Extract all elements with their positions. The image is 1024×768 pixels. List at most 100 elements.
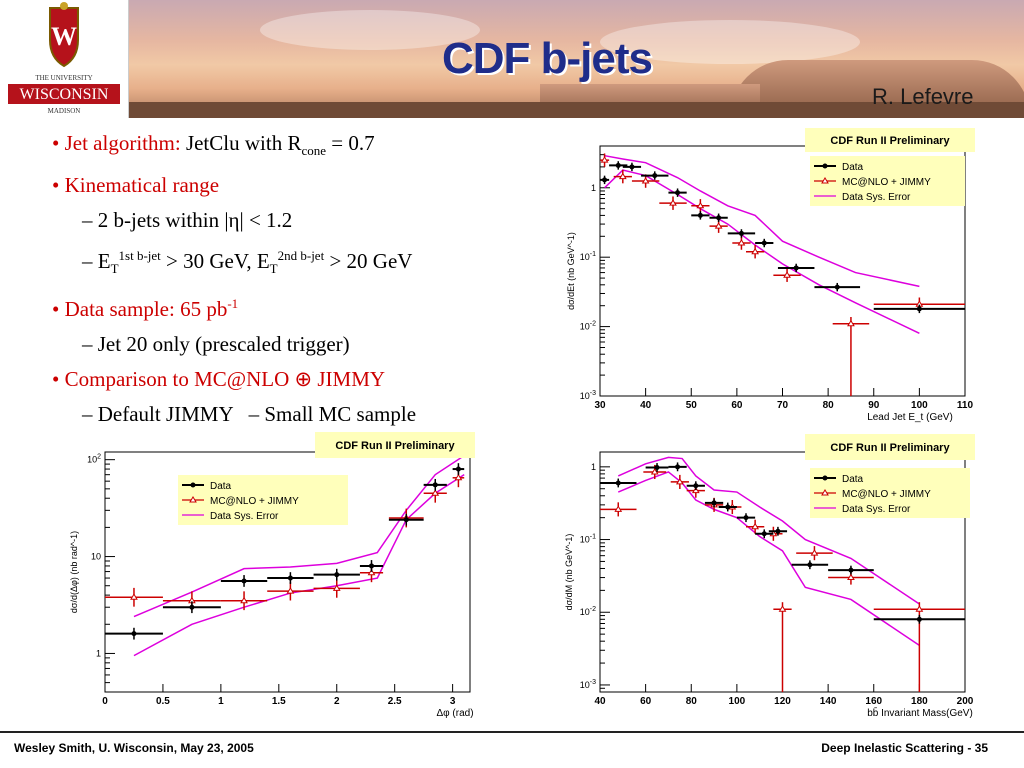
logo-line3: MADISON — [48, 107, 81, 115]
y-tick-exp: -3 — [590, 679, 596, 686]
mc-marker — [240, 596, 248, 604]
mc-marker — [618, 172, 627, 180]
bullet-list: • Jet algorithm: JetClu with Rcone = 0.7… — [52, 126, 532, 432]
preliminary-box — [315, 432, 475, 458]
mc-point — [670, 474, 689, 489]
mc-point — [600, 502, 637, 517]
mc-point — [105, 587, 163, 607]
data-point — [755, 529, 774, 539]
preliminary-box — [805, 128, 975, 152]
y-tick-label: 10-1 — [580, 251, 596, 262]
mc-marker — [810, 549, 819, 556]
footer-talk-page: Deep Inelastic Scattering - 35 — [821, 741, 988, 755]
bullet-jet-algorithm: • Jet algorithm: JetClu with Rcone = 0.7 — [52, 131, 375, 159]
x-tick-label: 140 — [820, 696, 837, 707]
mc-marker — [751, 247, 760, 255]
sys-error-upper — [133, 455, 465, 618]
legend-sys-label: Data Sys. Error — [842, 504, 911, 515]
data-marker — [369, 563, 375, 569]
data-point — [423, 478, 447, 491]
y-tick-label: 10-3 — [580, 679, 596, 690]
data-marker — [793, 265, 799, 271]
x-tick-label: 60 — [640, 696, 652, 707]
data-point — [691, 211, 710, 220]
sub-bullet-trigger: – Jet 20 only (prescaled trigger) — [82, 332, 350, 357]
mc-marker — [286, 587, 295, 594]
sys-error-lower — [617, 471, 920, 647]
data-point — [709, 213, 728, 222]
x-tick-label: 110 — [957, 400, 974, 411]
data-marker — [615, 480, 621, 486]
x-tick-label: 120 — [774, 696, 791, 707]
x-tick-label: 0.5 — [156, 696, 170, 707]
data-point — [267, 572, 314, 584]
x-tick-label: 0 — [102, 696, 108, 707]
chart-lead-jet-et: 30 40 50 60 70 80 90 100 110 1 10-1 10-2 10-3 Lead Je… — [566, 128, 975, 423]
y-tick-exp: -1 — [590, 251, 596, 258]
data-point — [736, 513, 756, 523]
data-point — [668, 462, 687, 472]
data-point — [668, 188, 687, 197]
mc-marker — [696, 201, 705, 209]
x-tick-label: 90 — [868, 400, 880, 411]
mc-point — [746, 244, 765, 259]
crest-letter: W — [51, 22, 77, 51]
mc-marker — [669, 199, 677, 206]
mc-marker — [691, 486, 700, 494]
data-point — [828, 565, 874, 575]
y-tick-label: 10-1 — [580, 534, 596, 545]
data-point — [220, 575, 268, 587]
footer-divider — [0, 731, 1024, 733]
y-tick-label: 102 — [87, 454, 101, 465]
mc-point — [313, 578, 360, 598]
legend-data-marker — [822, 163, 828, 169]
data-marker — [848, 567, 854, 573]
data-point — [755, 238, 774, 248]
footer-author-date: Wesley Smith, U. Wisconsin, May 23, 2005 — [14, 741, 254, 755]
y-axis-label: dσ/dEt (nb GeV^-1) — [566, 232, 576, 310]
data-marker — [432, 482, 438, 488]
banner-shore — [128, 102, 1024, 118]
data-marker — [807, 562, 813, 568]
data-marker — [761, 240, 767, 246]
mc-marker — [847, 319, 855, 327]
mc-marker — [783, 271, 791, 278]
data-point — [609, 161, 628, 170]
data-marker — [693, 483, 699, 489]
mc-point — [220, 591, 268, 611]
data-point — [600, 478, 637, 488]
y-tick-label: 1 — [96, 648, 101, 658]
slide-author: R. Lefevre — [872, 84, 974, 109]
x-tick-label: 1.5 — [272, 696, 286, 707]
mc-point — [773, 268, 801, 282]
x-tick-label: 1 — [218, 696, 224, 707]
mc-marker — [737, 239, 746, 246]
x-axis-label: bb̄ Invariant Mass(GeV) — [867, 706, 973, 719]
x-tick-label: 200 — [957, 696, 974, 707]
data-point — [600, 175, 610, 185]
mc-marker — [751, 522, 760, 530]
data-point — [727, 229, 756, 238]
x-axis-label: Lead Jet E_t (GeV) — [867, 412, 953, 423]
legend-mc-label: MC@NLO + JIMMY — [842, 177, 931, 188]
university-logo: W THE UNIVERSITY WISCONSIN MADISON — [0, 0, 129, 118]
y-tick-label: 10-2 — [580, 321, 596, 332]
data-point — [768, 526, 788, 536]
y-tick-label: 10 — [91, 552, 101, 562]
data-point — [791, 560, 829, 570]
slide-title: CDF b-jets — [442, 34, 653, 83]
banner-cloud — [600, 20, 860, 64]
data-marker — [189, 604, 195, 610]
mc-point — [691, 199, 710, 213]
legend-mc-marker — [821, 489, 829, 496]
data-marker — [697, 212, 703, 218]
mc-point — [832, 316, 870, 396]
mc-point — [773, 602, 792, 692]
legend-data-label: Data — [842, 474, 864, 485]
data-point — [686, 481, 705, 491]
x-tick-label: 2.5 — [388, 696, 402, 707]
data-point — [873, 304, 965, 314]
data-marker — [403, 517, 409, 523]
x-tick-label: 40 — [640, 400, 652, 411]
data-point — [359, 560, 384, 572]
